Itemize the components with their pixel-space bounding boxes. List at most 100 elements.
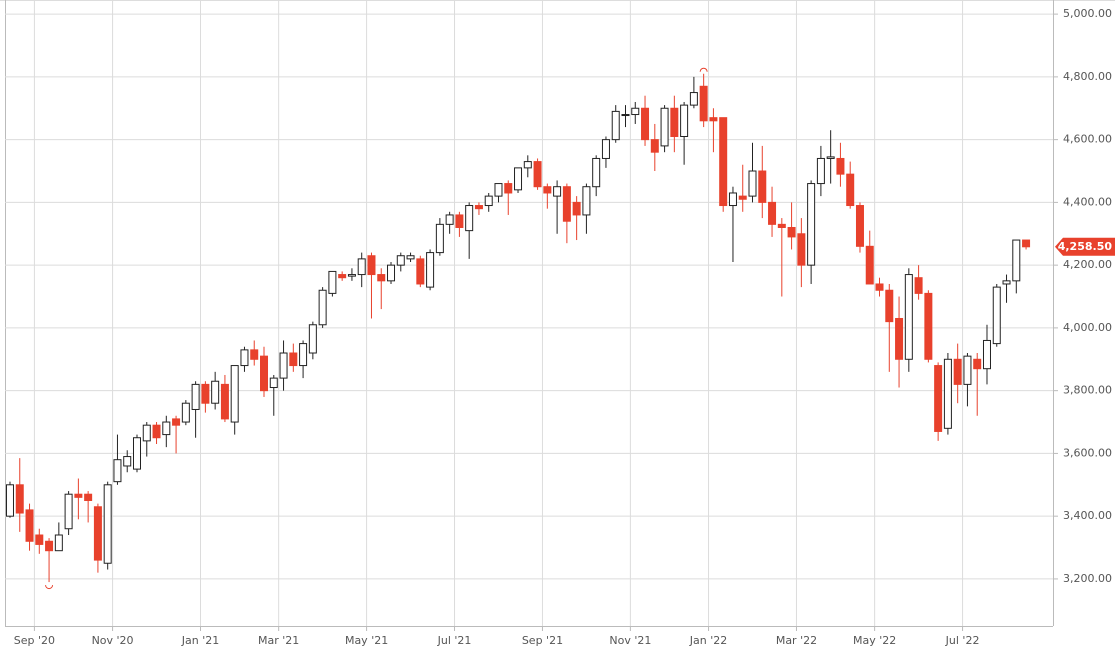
candle-body (84, 493, 93, 501)
x-tick-label: Sep '20 (14, 634, 55, 647)
candle-body (260, 355, 269, 392)
candle-body (719, 117, 728, 207)
candle-body (895, 317, 904, 360)
candle-body (650, 139, 659, 153)
candle-body (934, 365, 943, 432)
candle-body (279, 352, 288, 379)
candle-body (807, 183, 816, 266)
candle-body (162, 421, 171, 436)
candle-body (1012, 239, 1021, 282)
candle-body (738, 195, 747, 200)
candle-body (553, 186, 562, 197)
candle-body (93, 506, 102, 561)
candle-body (728, 192, 737, 207)
candle-body (172, 418, 181, 426)
candle-body (426, 252, 435, 288)
candle-body (318, 289, 327, 326)
candle-body (816, 157, 825, 185)
candle-body (455, 214, 464, 228)
candle-body (855, 205, 864, 247)
x-tick-label: Mar '22 (776, 634, 817, 647)
candle-body (211, 380, 220, 404)
candle-body (992, 286, 1001, 345)
candle-body (582, 186, 591, 216)
y-tick-label: 5,000.00 (1063, 7, 1112, 20)
candle-body (74, 493, 83, 498)
candle-body (416, 258, 425, 285)
candle-body (689, 92, 698, 106)
candle-body (347, 274, 356, 277)
candle-body (35, 534, 44, 545)
y-tick-label: 4,200.00 (1063, 258, 1112, 271)
candle-body (699, 85, 708, 122)
candle-body (572, 201, 581, 216)
candle-body (494, 183, 503, 197)
candle-body (45, 540, 54, 552)
candle-body (181, 402, 190, 423)
candle-body (963, 355, 972, 385)
candle-body (338, 274, 347, 279)
candle-body (533, 161, 542, 188)
candle-body (5, 484, 14, 517)
candle-body (943, 358, 952, 429)
x-tick-label: Jul '21 (437, 634, 472, 647)
candle-body (885, 289, 894, 323)
candle-body (865, 245, 874, 285)
candle-body (504, 183, 513, 194)
x-tick-label: Jan '22 (689, 634, 727, 647)
candle-body (641, 107, 650, 141)
candle-body (357, 258, 366, 276)
candle-body (787, 226, 796, 238)
candle-body (514, 167, 523, 191)
candle-body (601, 139, 610, 159)
candle-body (299, 343, 308, 367)
candle-body (523, 161, 532, 169)
candle-body (201, 383, 210, 404)
candle-body (142, 424, 151, 442)
candle-body (64, 493, 73, 530)
candle-body (660, 107, 669, 147)
candle-body (308, 324, 317, 354)
candle-body (15, 484, 24, 514)
x-tick-label: Nov '21 (609, 634, 651, 647)
candle-body (1022, 239, 1031, 248)
candle-body (777, 223, 786, 228)
last-price-label: 4,258.50 (1058, 240, 1113, 253)
candle-body (484, 195, 493, 207)
candle-body (230, 365, 239, 423)
candle-body (289, 352, 298, 367)
candle-body (54, 534, 63, 552)
x-tick-label: Sep '21 (522, 634, 563, 647)
x-tick-label: Mar '21 (258, 634, 299, 647)
candle-body (328, 270, 337, 294)
y-tick-label: 3,200.00 (1063, 572, 1112, 585)
candle-body (191, 383, 200, 410)
candle-body (220, 383, 229, 420)
candle-body (875, 283, 884, 291)
high-marker (699, 67, 708, 72)
x-tick-label: May '21 (345, 634, 388, 647)
candle-body (758, 170, 767, 203)
y-tick-label: 4,800.00 (1063, 70, 1112, 83)
candle-body (387, 264, 396, 282)
candle-body (953, 358, 962, 385)
candle-body (904, 274, 913, 360)
candle-body (103, 484, 112, 564)
candle-body (474, 205, 483, 210)
candle-body (631, 107, 640, 116)
candle-body (367, 255, 376, 276)
candle-body (592, 157, 601, 188)
candle-body (240, 349, 249, 367)
candle-body (709, 117, 718, 122)
candle-body (846, 173, 855, 207)
candle-body (406, 255, 415, 260)
candle-body (152, 424, 161, 439)
candle-body (973, 358, 982, 370)
candle-body (680, 104, 689, 137)
candle-body (377, 274, 386, 282)
candle-body (982, 339, 991, 370)
candle-body (269, 377, 278, 389)
candle-body (123, 456, 132, 467)
